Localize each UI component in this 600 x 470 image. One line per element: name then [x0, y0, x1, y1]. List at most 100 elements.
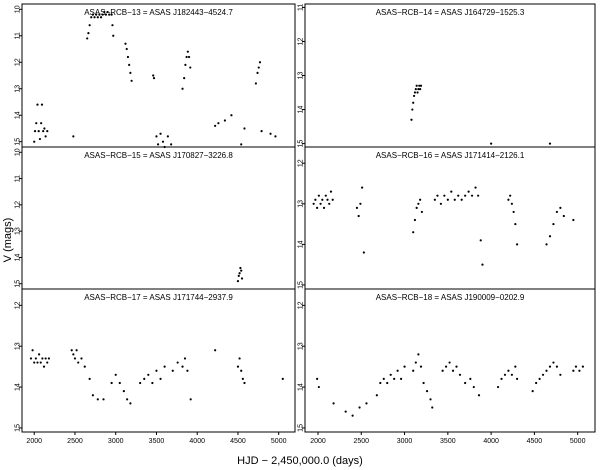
data-point [155, 135, 158, 138]
data-point [419, 365, 423, 368]
data-point [187, 55, 191, 59]
data-point [183, 77, 186, 80]
data-point [500, 377, 503, 380]
data-point [33, 140, 36, 143]
data-point [382, 377, 385, 380]
data-point [412, 101, 415, 104]
data-point [477, 194, 480, 197]
data-point [552, 361, 555, 364]
panel-frame [304, 146, 596, 290]
data-point [419, 84, 423, 87]
data-point [417, 202, 420, 205]
data-point [152, 77, 156, 80]
data-point [355, 206, 359, 209]
y-tick-label: 15 [15, 424, 22, 432]
data-point [93, 16, 96, 19]
data-point [453, 198, 456, 201]
data-point [512, 210, 515, 214]
data-point [316, 377, 319, 380]
data-point [481, 263, 484, 266]
data-point [156, 143, 160, 146]
data-point [72, 135, 75, 138]
data-point [125, 47, 128, 51]
data-point [236, 365, 240, 368]
data-point [472, 385, 475, 389]
data-point [36, 103, 39, 106]
y-tick-label: 12 [298, 159, 305, 167]
data-point [87, 32, 90, 35]
y-tick-label: 12 [298, 301, 305, 309]
y-tick-label: 12 [15, 58, 22, 66]
data-point [319, 202, 322, 205]
data-point [386, 381, 389, 385]
data-point [99, 16, 103, 19]
data-point [181, 365, 184, 368]
data-point [417, 88, 420, 91]
y-tick-label: 13 [298, 200, 305, 208]
data-point [457, 194, 460, 197]
data-point [358, 406, 361, 409]
y-tick-label: 11 [15, 32, 22, 39]
data-point [170, 143, 173, 146]
data-point [413, 91, 417, 94]
data-point [559, 373, 562, 376]
data-point [186, 369, 189, 372]
data-point [548, 365, 552, 368]
data-point [184, 63, 187, 67]
data-point [38, 137, 42, 141]
data-point [111, 24, 114, 27]
data-point [510, 373, 513, 376]
data-point [412, 369, 415, 372]
data-point [281, 377, 284, 380]
data-point [98, 13, 101, 16]
data-point [414, 361, 417, 364]
data-point [39, 361, 42, 364]
data-point [147, 373, 150, 376]
data-point [152, 74, 155, 77]
data-point [316, 206, 319, 209]
data-point [161, 140, 165, 143]
data-point [331, 198, 334, 201]
data-point [240, 269, 243, 272]
data-point [490, 142, 493, 145]
x-tick-label: 5000 [271, 438, 287, 445]
data-point [40, 103, 44, 106]
data-point [239, 266, 242, 270]
data-point [38, 353, 41, 356]
data-point [415, 206, 418, 209]
data-point [538, 377, 541, 380]
data-point [163, 365, 166, 368]
data-point [477, 394, 481, 397]
data-point [176, 361, 179, 364]
data-point [46, 361, 49, 364]
data-point [572, 369, 575, 372]
data-point [36, 361, 39, 364]
data-point [124, 42, 127, 45]
data-point [359, 202, 362, 205]
x-tick-label: 3500 [149, 438, 165, 445]
y-tick-label: 15 [15, 280, 22, 288]
data-point [443, 194, 446, 197]
data-point [257, 66, 260, 69]
data-point [389, 373, 392, 376]
panel-title: ASAS−RCB−16 = ASAS J171414−2126.1 [376, 151, 525, 160]
data-point [159, 132, 162, 135]
data-point [171, 369, 174, 372]
y-tick-label: 10 [15, 148, 22, 156]
x-tick-label: 2000 [310, 438, 326, 445]
data-point [240, 277, 244, 280]
data-point [361, 186, 364, 189]
data-point [425, 390, 429, 393]
data-point [29, 357, 33, 360]
data-point [70, 349, 73, 352]
y-tick-label: 15 [298, 281, 305, 289]
data-point [403, 365, 406, 368]
data-point [185, 55, 188, 59]
data-point [351, 414, 354, 417]
data-point [241, 377, 244, 380]
data-point [410, 118, 413, 121]
data-point [230, 114, 233, 117]
data-point [474, 186, 477, 189]
data-point [95, 13, 98, 16]
data-point [329, 190, 333, 193]
